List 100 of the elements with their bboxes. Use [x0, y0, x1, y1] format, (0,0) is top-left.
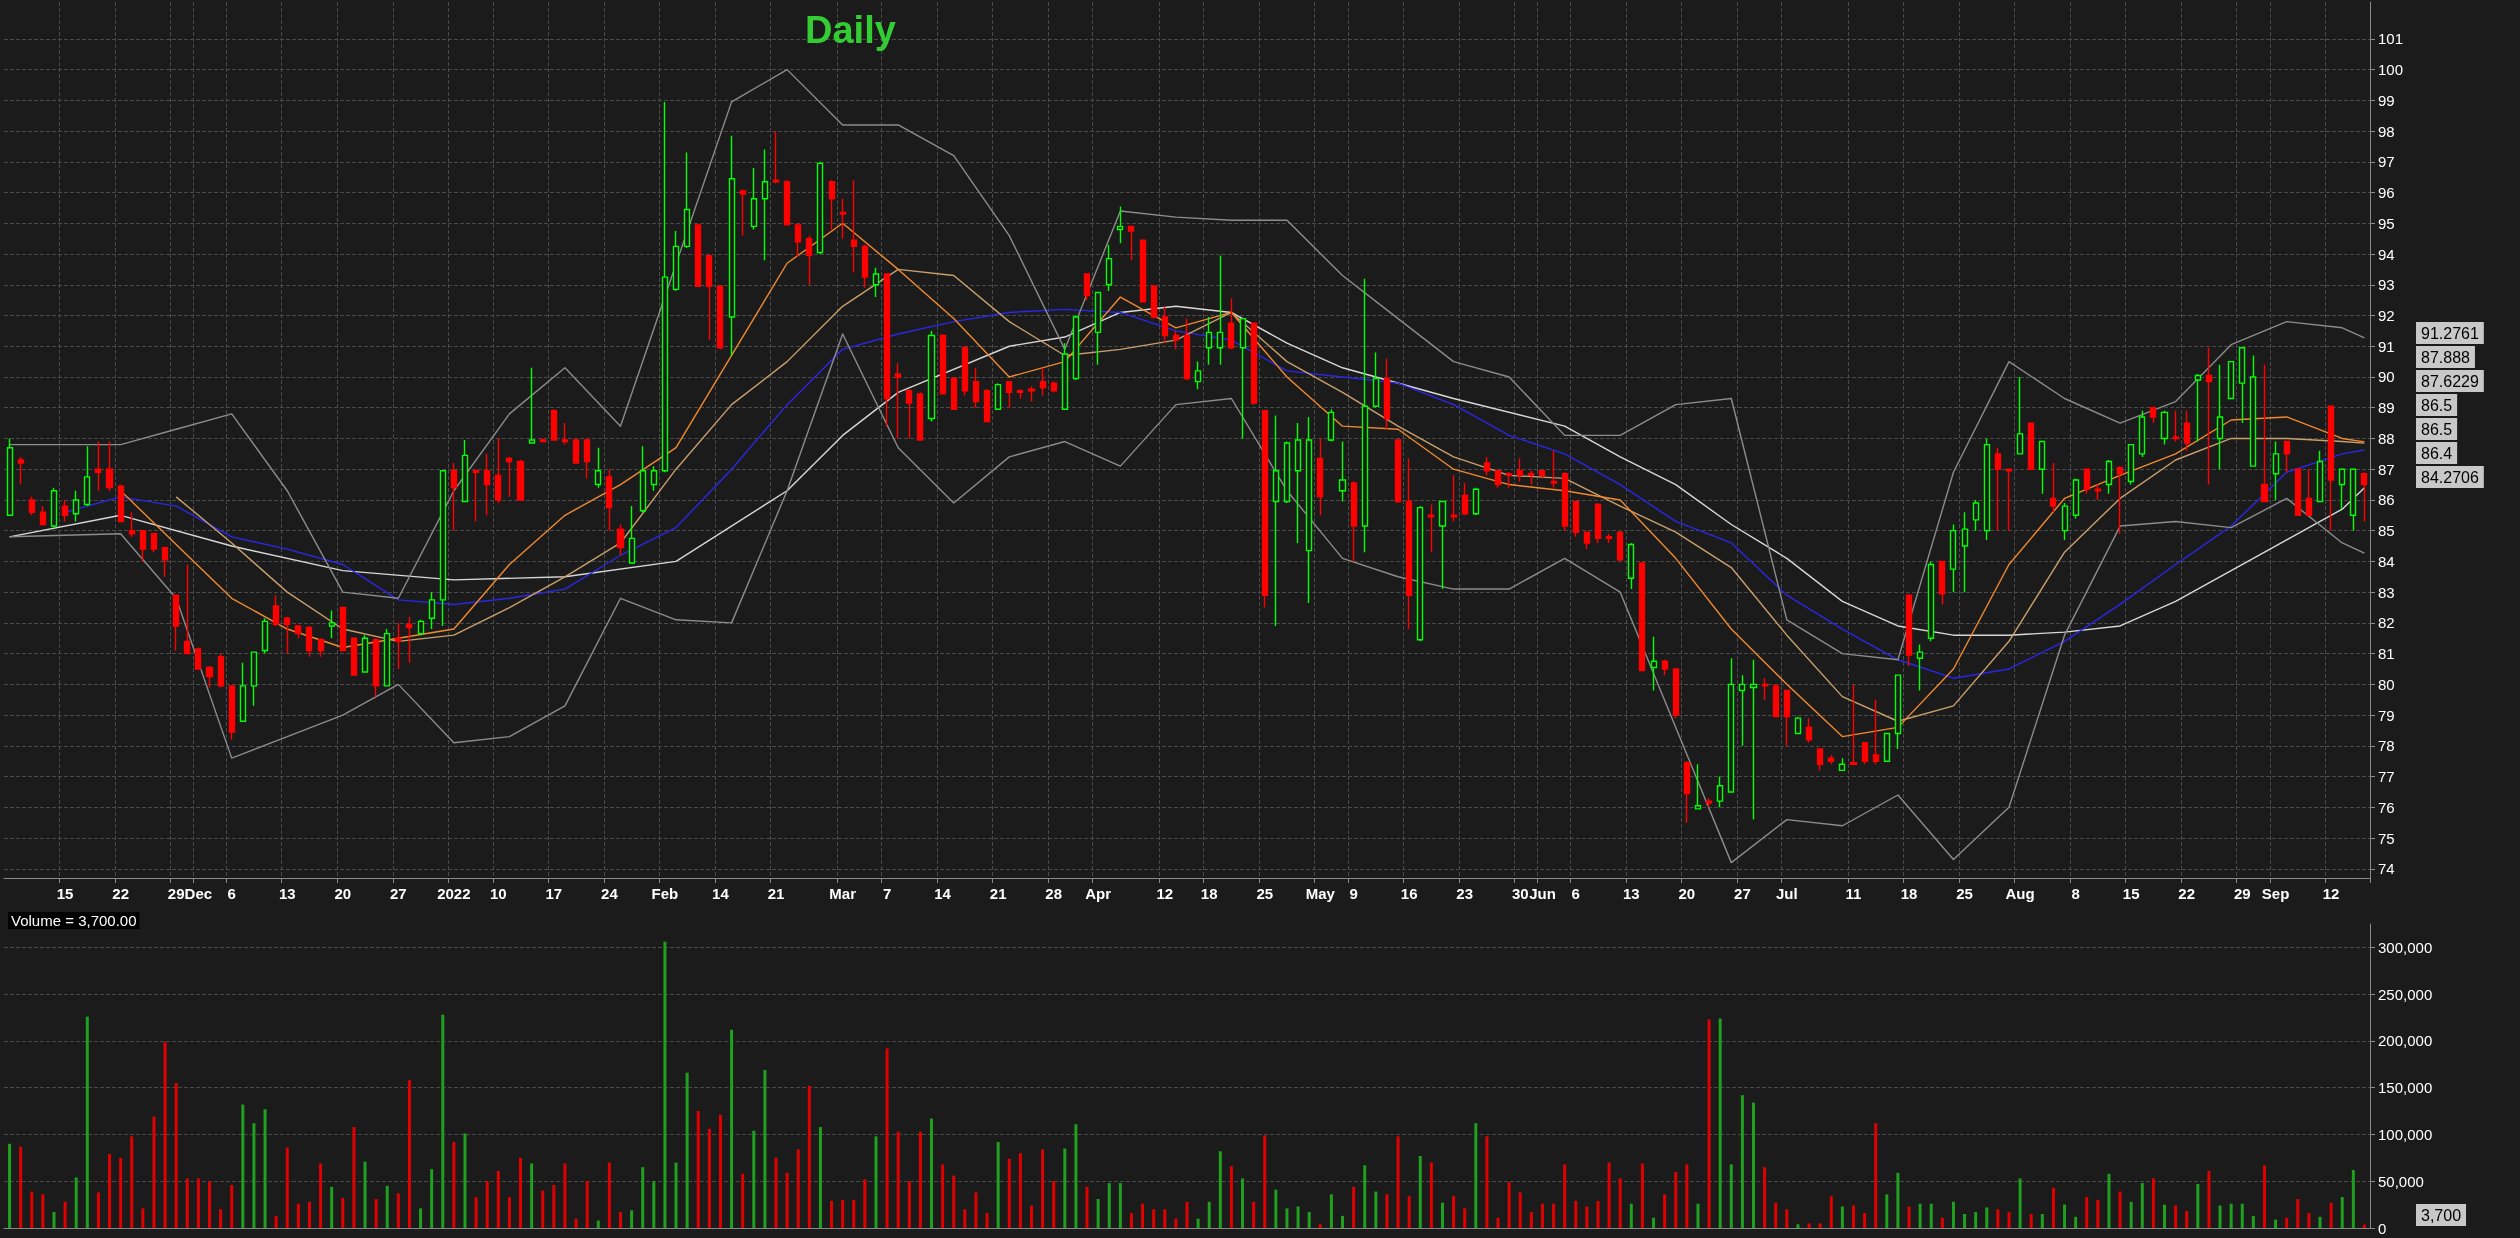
bar — [763, 1069, 767, 1228]
y-tick-label: 85 — [2378, 522, 2395, 540]
x-tick-label: 28 — [1045, 885, 1063, 902]
bar — [985, 1213, 989, 1228]
candlestick — [1327, 408, 1335, 443]
candlestick — [805, 234, 813, 286]
bar — [307, 1201, 311, 1228]
candlestick — [1250, 322, 1258, 406]
x-tick-label: 7 — [882, 885, 892, 902]
bar — [2040, 1213, 2044, 1228]
x-tick-label: 17 — [545, 885, 563, 902]
candlestick — [605, 468, 613, 532]
candlestick — [2049, 462, 2057, 513]
y-tick-label: 300,000 — [2378, 938, 2433, 956]
candlestick — [1494, 468, 1502, 489]
bar — [1207, 1201, 1211, 1228]
bar — [2029, 1213, 2033, 1228]
candlestick — [1794, 715, 1802, 735]
candlestick — [183, 563, 191, 655]
text: 3,700 — [2421, 1206, 2462, 1224]
candlestick — [72, 490, 80, 523]
y-tick-label: 95 — [2378, 214, 2395, 232]
x-tick-label: 6 — [227, 885, 236, 902]
candlestick — [2005, 468, 2013, 532]
bar — [152, 1116, 156, 1228]
candlestick — [1316, 437, 1324, 517]
x-tick-label: 13 — [1622, 885, 1640, 902]
candlestick — [417, 619, 425, 636]
candlestick — [550, 408, 558, 441]
candlestick — [2083, 468, 2091, 495]
bar — [452, 1141, 456, 1228]
y-tick-label: 79 — [2378, 706, 2395, 724]
bar — [230, 1184, 234, 1228]
y-tick-label: 0 — [2378, 1219, 2387, 1237]
bar — [852, 1199, 856, 1228]
candlestick — [1338, 440, 1347, 503]
bar — [1074, 1124, 1078, 1228]
candlestick — [1905, 594, 1913, 667]
bar — [1807, 1223, 1811, 1228]
bar — [752, 1130, 756, 1228]
candlestick — [1094, 291, 1102, 366]
candlestick — [1027, 385, 1036, 403]
bar — [1218, 1151, 1222, 1228]
bar — [896, 1131, 900, 1228]
bar — [1574, 1200, 1578, 1228]
bar — [196, 1178, 200, 1228]
bar — [2329, 1202, 2333, 1228]
x-tick-label: 14 — [712, 885, 730, 902]
bar — [41, 1194, 45, 1228]
bar — [463, 1133, 467, 1228]
candlestick — [927, 330, 936, 423]
candlestick — [1538, 470, 1546, 480]
bar — [419, 1208, 423, 1228]
candlestick — [2316, 450, 2324, 503]
y-tick-label: 150,000 — [2378, 1079, 2433, 1097]
bar — [785, 1172, 789, 1228]
bar — [1374, 1191, 1378, 1228]
candlestick — [1383, 357, 1391, 430]
candlestick — [2149, 407, 2157, 424]
bar — [1796, 1224, 1800, 1228]
bar — [1041, 1149, 1045, 1228]
x-tick-label: 22 — [2178, 885, 2196, 902]
bar — [1940, 1217, 1944, 1228]
candlestick — [394, 622, 402, 670]
bar — [296, 1203, 300, 1228]
y-tick-label: 100 — [2378, 61, 2404, 79]
candlestick — [150, 533, 158, 553]
candlestick — [2205, 347, 2213, 486]
candlestick — [1161, 305, 1169, 344]
bar — [2285, 1217, 2289, 1228]
y-tick-label: 94 — [2378, 245, 2395, 263]
candlestick — [1050, 380, 1058, 394]
y-tick-label: 82 — [2378, 614, 2395, 632]
bar — [252, 1123, 256, 1228]
candlestick — [1394, 439, 1402, 504]
y-tick-label: 101 — [2378, 30, 2404, 48]
candlestick — [172, 594, 180, 652]
bar — [2107, 1173, 2111, 1228]
x-tick-label: 8 — [2071, 885, 2080, 902]
x-tick-label: 24 — [601, 885, 619, 902]
candlestick — [772, 130, 780, 185]
bar — [519, 1157, 523, 1228]
x-tick-label: 15 — [56, 885, 74, 902]
bar — [1007, 1158, 1011, 1228]
x-tick-label: 22 — [112, 885, 129, 902]
bar — [1141, 1203, 1145, 1228]
bar — [2229, 1203, 2233, 1228]
bar — [863, 1179, 867, 1228]
candlestick — [983, 388, 991, 423]
bar — [2340, 1197, 2344, 1228]
candlestick — [1516, 457, 1524, 483]
bar — [85, 1016, 89, 1228]
bar — [1452, 1196, 1456, 1228]
bar — [841, 1199, 845, 1228]
candlestick — [2338, 468, 2346, 510]
bar — [1851, 1205, 1855, 1228]
candlestick — [872, 267, 880, 298]
y-tick-label: 86 — [2378, 491, 2395, 509]
bar — [1752, 1102, 1756, 1228]
bar — [530, 1163, 534, 1228]
